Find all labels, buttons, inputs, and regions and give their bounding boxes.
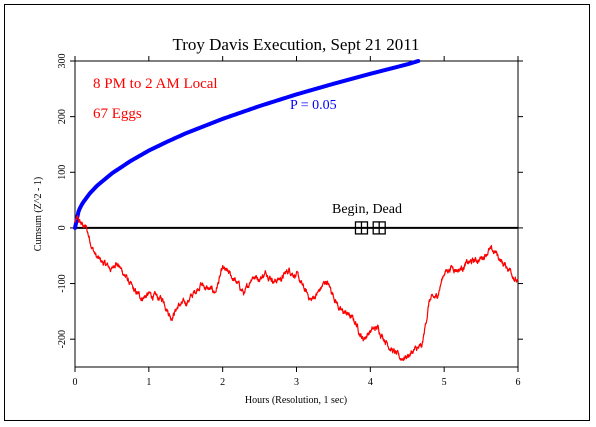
x-tick-label: 6 [516, 377, 521, 388]
x-tick-label: 4 [368, 377, 373, 388]
cumsum-line [74, 215, 519, 361]
eggs-annotation: 67 Eggs [93, 106, 142, 122]
tick-labels: 0 1 2 3 4 5 6 -200 -100 0 100 200 300 [57, 54, 521, 389]
x-tick-label: 0 [73, 377, 78, 388]
y-tick-label: -200 [57, 330, 68, 348]
x-tick-label: 1 [146, 377, 151, 388]
y-axis-label: Cumsum (Z^2 - 1) [33, 177, 44, 251]
event-label: Begin, Dead [332, 202, 402, 217]
x-axis-label: Hours (Resolution, 1 sec) [245, 395, 347, 406]
y-tick-label: 100 [57, 165, 68, 180]
x-tick-label: 5 [442, 377, 447, 388]
x-tick-label: 2 [220, 377, 225, 388]
p-value-label: P = 0.05 [290, 98, 337, 113]
event-markers [354, 221, 386, 235]
y-tick-label: 200 [57, 109, 68, 124]
axis-ticks [70, 56, 523, 372]
y-tick-label: 0 [57, 225, 68, 230]
figure-frame [4, 4, 590, 421]
y-tick-label: 300 [57, 54, 68, 69]
y-tick-label: -100 [57, 274, 68, 292]
chart-title: Troy Davis Execution, Sept 21 2011 [172, 35, 419, 54]
x-tick-label: 3 [294, 377, 299, 388]
envelope-line [73, 59, 421, 230]
time-window-annotation: 8 PM to 2 AM Local [93, 76, 218, 92]
